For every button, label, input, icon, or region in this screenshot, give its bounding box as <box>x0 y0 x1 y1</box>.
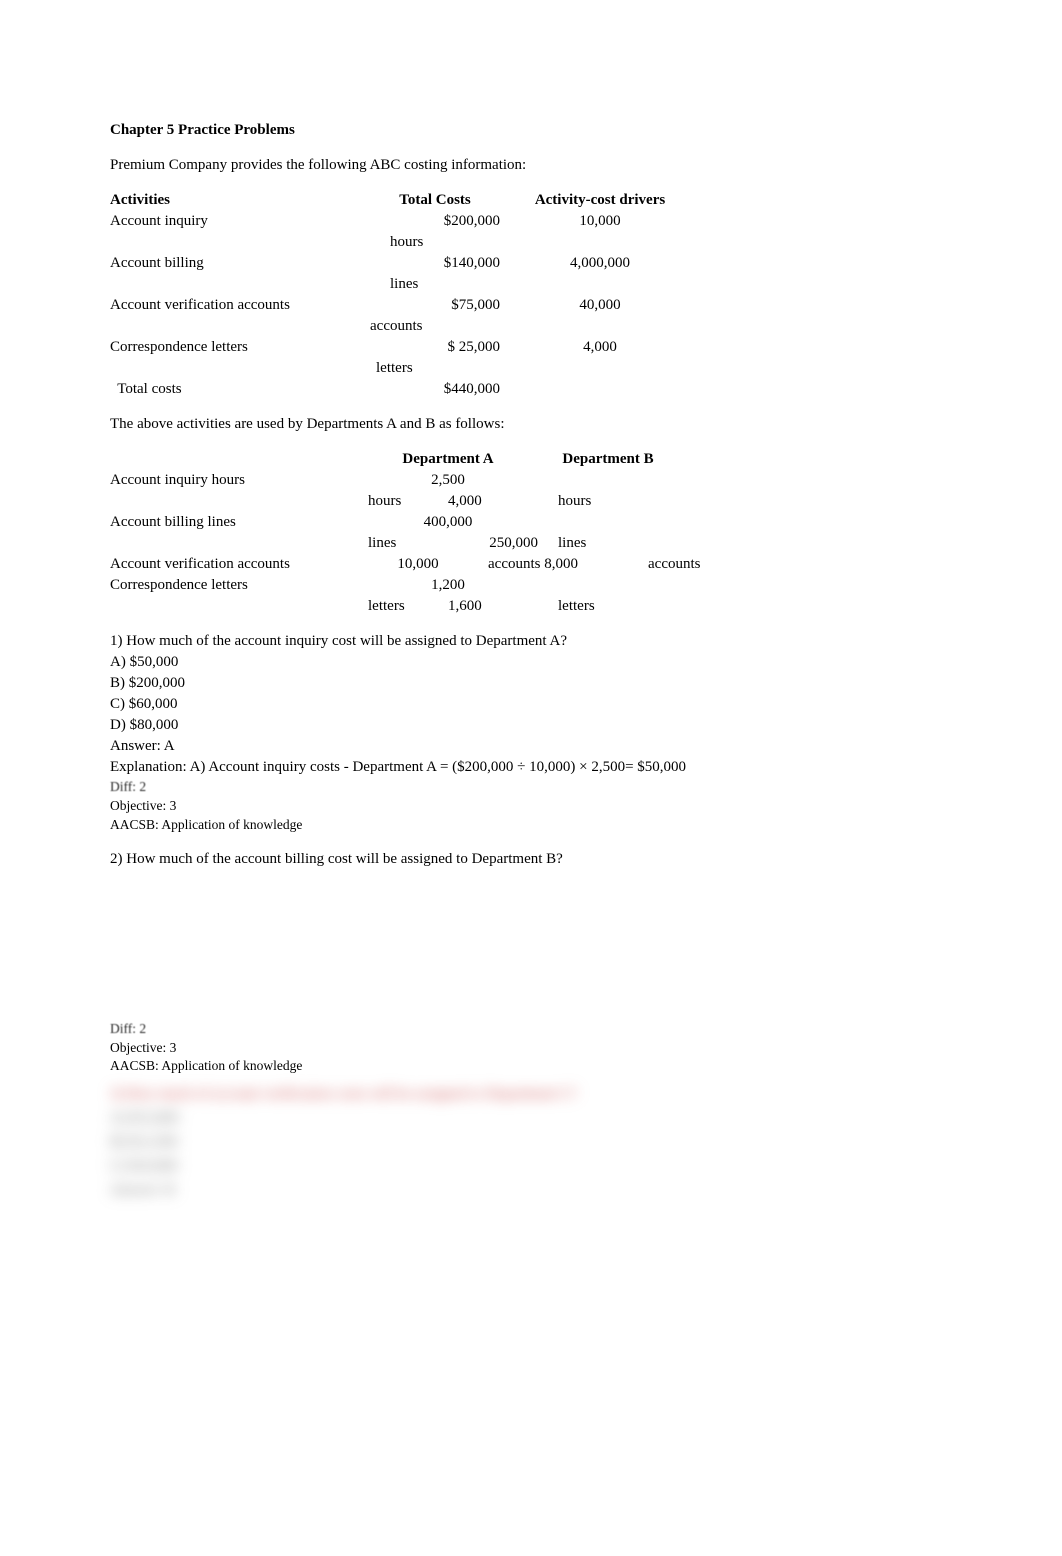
activity-label: Account verification accounts <box>110 295 370 316</box>
q1-aacsb: AACSB: Application of knowledge <box>110 816 952 835</box>
q1-text: 1) How much of the account inquiry cost … <box>110 631 952 652</box>
q2-diff: Diff: 2 <box>110 1020 952 1039</box>
blur-line: A) $15,000 <box>110 1106 952 1130</box>
q1-objective: Objective: 3 <box>110 797 952 816</box>
table-row: Correspondence letters 1,200 <box>110 575 952 596</box>
dep-tail: accounts <box>648 554 768 575</box>
blur-line: C) $10,000 <box>110 1154 952 1178</box>
table-row: Account billing $140,000 4,000,000 <box>110 253 952 274</box>
dep-label: Account inquiry hours <box>110 470 368 491</box>
col-drivers: Activity-cost drivers <box>500 190 700 211</box>
unit-line: hours 4,000 hours <box>110 491 952 512</box>
dep-label: Correspondence letters <box>110 575 368 596</box>
activity-cost: $140,000 <box>370 253 500 274</box>
activity-cost: $200,000 <box>370 211 500 232</box>
departments-table: Department A Department B Account inquir… <box>110 449 952 617</box>
intro-paragraph: Premium Company provides the following A… <box>110 155 952 176</box>
activity-driver: 10,000 <box>500 211 700 232</box>
q2-text: 2) How much of the account billing cost … <box>110 849 952 870</box>
table-row: Account inquiry $200,000 10,000 <box>110 211 952 232</box>
blur-line: Answer: B <box>110 1178 952 1202</box>
unit-line: lines 250,000 lines <box>110 533 952 554</box>
activity-label: Total costs <box>110 379 370 400</box>
q1-option-d: D) $80,000 <box>110 715 952 736</box>
table-row: Account inquiry hours 2,500 <box>110 470 952 491</box>
q1-option-a: A) $50,000 <box>110 652 952 673</box>
blur-line: B) $12,500 <box>110 1130 952 1154</box>
activity-driver <box>500 379 700 400</box>
table-row: Account verification accounts $75,000 40… <box>110 295 952 316</box>
chapter-title: Chapter 5 Practice Problems <box>110 120 952 141</box>
q1-explanation: Explanation: A) Account inquiry costs - … <box>110 757 952 778</box>
activity-label: Correspondence letters <box>110 337 370 358</box>
dep-empty <box>110 449 368 470</box>
mid-paragraph: The above activities are used by Departm… <box>110 414 952 435</box>
activity-driver: 4,000 <box>500 337 700 358</box>
table-row: Total costs $440,000 <box>110 379 952 400</box>
dep-a-value: 400,000 <box>368 512 528 533</box>
activity-label: Account billing <box>110 253 370 274</box>
dep-label: Account billing lines <box>110 512 368 533</box>
unit-line: lines <box>110 274 952 295</box>
table-row: Account verification accounts 10,000 acc… <box>110 554 952 575</box>
q1-answer: Answer: A <box>110 736 952 757</box>
col-activities: Activities <box>110 190 370 211</box>
activity-driver: 4,000,000 <box>500 253 700 274</box>
blur-line: 3) How much of account verification cost… <box>110 1082 952 1106</box>
activities-table: Activities Total Costs Activity-cost dri… <box>110 190 952 400</box>
question-1: 1) How much of the account inquiry cost … <box>110 631 952 835</box>
dep-b-value: accounts 8,000 <box>468 554 648 575</box>
dep-a-value: 1,200 <box>368 575 528 596</box>
question-2: 2) How much of the account billing cost … <box>110 849 952 870</box>
unit-line: letters <box>110 358 952 379</box>
dep-a-value: 2,500 <box>368 470 528 491</box>
q1-option-c: C) $60,000 <box>110 694 952 715</box>
col-dept-a: Department A <box>368 449 528 470</box>
col-dept-b: Department B <box>528 449 688 470</box>
activity-cost: $440,000 <box>370 379 500 400</box>
col-total-costs: Total Costs <box>370 190 500 211</box>
q1-diff: Diff: 2 <box>110 778 952 797</box>
activity-cost: $ 25,000 <box>370 337 500 358</box>
q1-option-b: B) $200,000 <box>110 673 952 694</box>
unit-line: letters 1,600 letters <box>110 596 952 617</box>
blurred-preview: 3) How much of account verification cost… <box>110 1082 952 1202</box>
activity-driver: 40,000 <box>500 295 700 316</box>
dep-label: Account verification accounts <box>110 554 368 575</box>
activity-label: Account inquiry <box>110 211 370 232</box>
q2-meta: Diff: 2 Objective: 3 AACSB: Application … <box>110 1020 952 1077</box>
activity-cost: $75,000 <box>370 295 500 316</box>
unit-line: hours <box>110 232 952 253</box>
table-row: Correspondence letters $ 25,000 4,000 <box>110 337 952 358</box>
table-row: Account billing lines 400,000 <box>110 512 952 533</box>
q2-objective: Objective: 3 <box>110 1039 952 1058</box>
dep-a-value: 10,000 <box>368 554 468 575</box>
unit-line: accounts <box>110 316 952 337</box>
q2-aacsb: AACSB: Application of knowledge <box>110 1057 952 1076</box>
